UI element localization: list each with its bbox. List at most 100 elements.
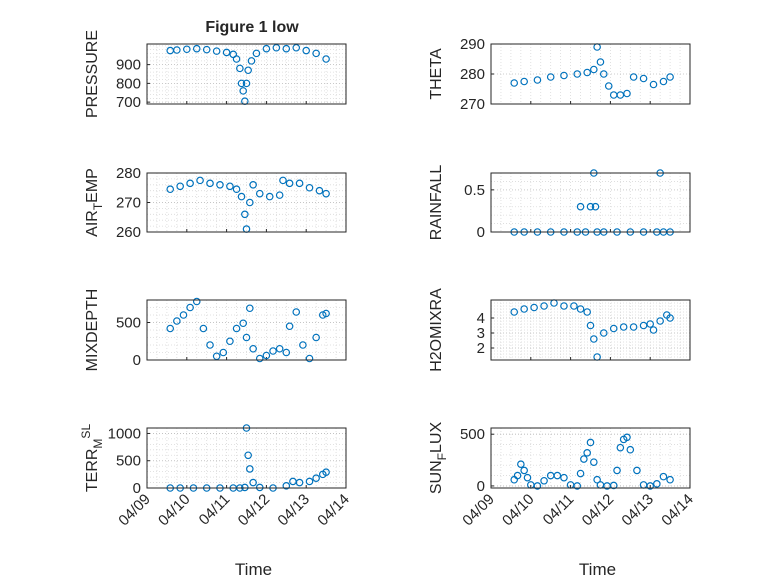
plot-area xyxy=(491,173,690,232)
y-tick-label: 0 xyxy=(477,478,485,495)
data-point xyxy=(262,351,271,360)
data-point xyxy=(586,321,595,330)
data-point xyxy=(239,319,247,328)
data-point xyxy=(275,191,284,199)
data-point xyxy=(659,77,668,86)
data-point xyxy=(656,317,664,325)
axes-box xyxy=(146,172,347,233)
data-point xyxy=(629,73,638,81)
data-point xyxy=(239,87,247,95)
y-tick-label: 900 xyxy=(116,57,141,74)
data-point xyxy=(520,305,528,313)
data-point xyxy=(285,179,294,188)
data-point xyxy=(322,189,330,198)
data-point xyxy=(659,472,668,481)
data-point xyxy=(576,305,585,313)
data-point xyxy=(222,48,231,57)
y-tick-label: 290 xyxy=(460,36,485,53)
data-point xyxy=(299,341,307,349)
data-point xyxy=(179,311,188,319)
data-point xyxy=(510,308,519,316)
data-point xyxy=(520,466,528,475)
y-tick-label: 500 xyxy=(460,426,485,443)
y-axis-label: RAINFALL xyxy=(428,165,445,241)
axes-box xyxy=(490,299,691,361)
data-point xyxy=(546,73,555,81)
data-point xyxy=(322,55,330,63)
data-point xyxy=(305,354,314,363)
y-tick-label: 0 xyxy=(133,352,141,369)
data-point xyxy=(623,433,631,442)
y-axis-label: THETA xyxy=(428,48,445,100)
data-point xyxy=(285,322,294,331)
data-point xyxy=(186,179,194,188)
y-tick-label: 1000 xyxy=(108,425,141,442)
axes-box xyxy=(490,172,691,233)
data-point xyxy=(244,66,252,75)
y-tick-label: 0.5 xyxy=(464,182,485,199)
y-tick-label: 280 xyxy=(116,165,141,182)
data-point xyxy=(666,73,674,81)
y-axis-label: MIXDEPTH xyxy=(84,289,101,372)
y-tick-label: 280 xyxy=(460,66,485,83)
data-point xyxy=(312,474,320,482)
data-point xyxy=(649,80,658,89)
data-point xyxy=(590,458,598,466)
data-point xyxy=(576,202,585,211)
data-point xyxy=(166,185,175,194)
y-tick-label: 2 xyxy=(477,340,485,357)
data-point xyxy=(596,58,605,66)
data-point xyxy=(242,79,251,88)
data-point xyxy=(653,480,661,488)
data-point xyxy=(196,176,204,185)
data-point xyxy=(212,47,221,55)
data-point xyxy=(232,185,241,194)
y-tick-label: 500 xyxy=(116,453,141,470)
data-point xyxy=(282,44,291,53)
data-point xyxy=(553,471,562,480)
data-point xyxy=(560,302,568,310)
data-point xyxy=(206,179,214,188)
subplot-air-temp: 260 270 280 AIRTEMP xyxy=(84,165,347,241)
data-point xyxy=(604,82,613,90)
data-point xyxy=(249,478,257,487)
axes-box xyxy=(146,427,347,489)
data-point xyxy=(173,317,181,325)
data-point xyxy=(609,324,618,333)
y-axis-label: AIRTEMP xyxy=(84,168,105,237)
data-point xyxy=(242,333,251,342)
data-point xyxy=(305,477,314,486)
data-point xyxy=(262,44,271,53)
y-tick-label: 260 xyxy=(116,224,141,241)
data-point xyxy=(517,460,525,469)
data-point xyxy=(583,308,591,316)
axes-box xyxy=(146,43,347,105)
data-point xyxy=(246,465,254,473)
data-point xyxy=(295,478,304,487)
data-point xyxy=(312,49,320,58)
data-point xyxy=(619,323,628,331)
data-point xyxy=(573,70,582,78)
data-point xyxy=(576,469,585,478)
data-point xyxy=(315,186,324,195)
y-axis-label: SUNFLUX xyxy=(428,422,449,495)
data-point xyxy=(212,352,221,361)
axes-box xyxy=(490,427,691,489)
data-point xyxy=(613,466,621,475)
data-point xyxy=(305,183,314,192)
y-axis-label: H2OMIXRA xyxy=(428,288,445,372)
x-axis-label: Time xyxy=(235,560,272,579)
data-point xyxy=(629,323,638,331)
data-point xyxy=(623,89,631,98)
data-point xyxy=(599,70,608,78)
y-tick-label: 270 xyxy=(460,96,485,113)
data-point xyxy=(533,482,542,490)
data-point xyxy=(322,468,330,476)
data-point xyxy=(206,341,214,349)
y-tick-label: 0 xyxy=(477,224,485,241)
data-point xyxy=(173,46,181,54)
data-point xyxy=(302,46,311,55)
data-point xyxy=(246,304,254,313)
y-tick-label: 500 xyxy=(116,315,141,332)
